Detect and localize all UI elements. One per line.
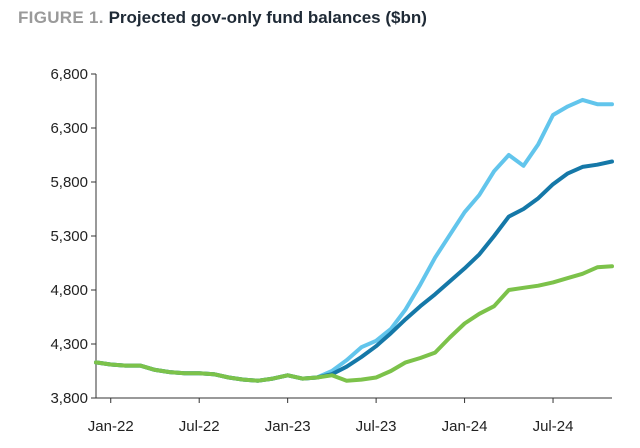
y-tick-label: 6,300: [50, 120, 88, 137]
y-tick-label: 4,300: [50, 336, 88, 353]
y-tick-label: 6,800: [50, 66, 88, 83]
x-tick-label: Jul-24: [533, 418, 574, 435]
x-tick-label: Jan-24: [442, 418, 488, 435]
y-tick-label: 5,800: [50, 174, 88, 191]
figure-label: FIGURE 1.: [18, 8, 104, 27]
x-tick-label: Jan-23: [265, 418, 311, 435]
y-tick-label: 4,800: [50, 282, 88, 299]
figure-title: Projected gov-only fund balances ($bn): [108, 8, 427, 27]
series-line-1: [94, 97, 614, 383]
x-tick-label: Jan-22: [88, 418, 134, 435]
series-line-3: [94, 264, 614, 383]
x-tick-label: Jul-22: [179, 418, 220, 435]
y-tick-label: 3,800: [50, 390, 88, 407]
chart-title: FIGURE 1. Projected gov-only fund balanc…: [18, 8, 427, 28]
y-tick-label: 5,300: [50, 228, 88, 245]
series-line-2: [94, 159, 614, 383]
x-tick-label: Jul-23: [356, 418, 397, 435]
